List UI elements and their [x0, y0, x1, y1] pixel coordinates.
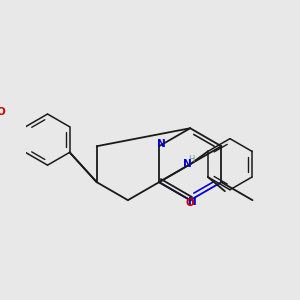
Text: O: O: [186, 198, 195, 208]
Text: N: N: [183, 159, 192, 169]
Text: H: H: [188, 155, 194, 164]
Text: N: N: [157, 139, 166, 149]
Text: N: N: [188, 197, 197, 207]
Text: O: O: [0, 107, 5, 117]
